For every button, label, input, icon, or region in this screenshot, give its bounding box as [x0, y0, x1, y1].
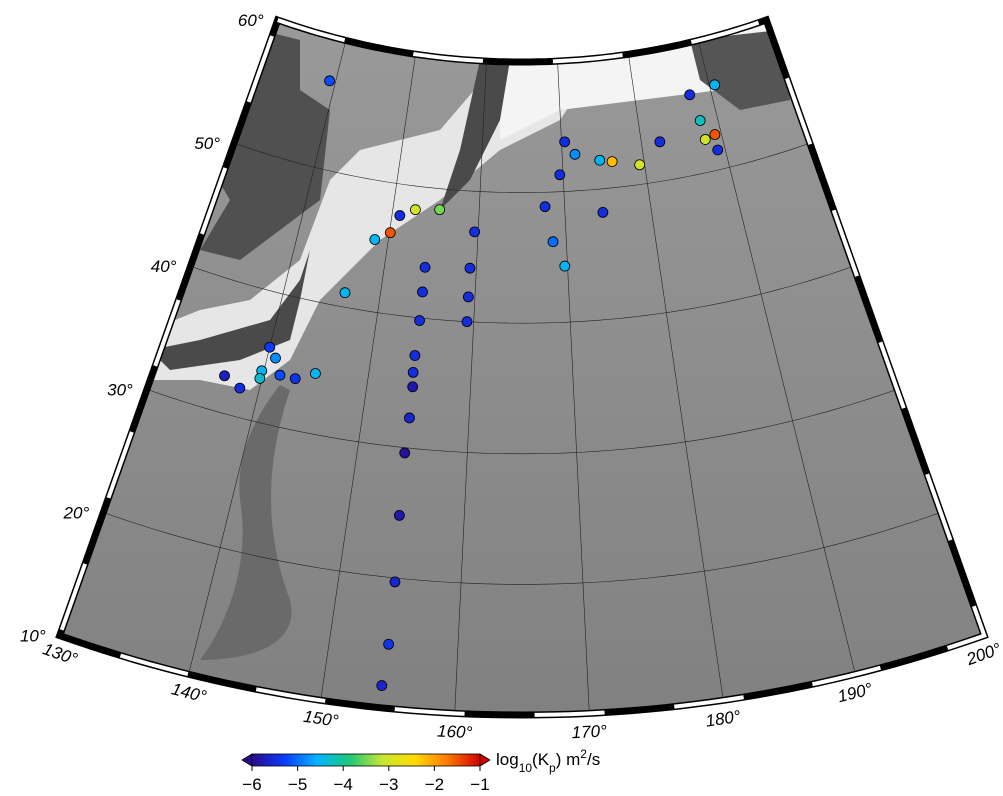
station — [462, 317, 472, 327]
station — [400, 448, 410, 458]
station — [325, 76, 335, 86]
colorbar-tick-label: −5 — [288, 775, 307, 794]
lon-label: 150° — [302, 707, 340, 731]
station — [710, 130, 720, 140]
station — [370, 235, 380, 245]
station — [395, 211, 405, 221]
station — [377, 681, 387, 691]
lat-label: 10° — [20, 627, 46, 646]
station — [404, 413, 414, 423]
label-part: /s — [587, 750, 600, 769]
station — [560, 261, 570, 271]
station — [540, 202, 550, 212]
station — [695, 116, 705, 126]
colorbar-ramp — [252, 754, 480, 766]
colorbar: −6 −5 −4 −3 −2 −1 log10(Kp) m2/s — [242, 747, 600, 794]
colorbar-extend-high — [480, 754, 490, 766]
colorbar-tick-label: −2 — [425, 775, 444, 794]
lat-label: 60° — [238, 11, 264, 30]
station — [635, 160, 645, 170]
station — [417, 287, 427, 297]
colorbar-tick-label: −6 — [242, 775, 261, 794]
lat-label: 40° — [151, 257, 177, 276]
station — [340, 288, 350, 298]
map-figure: 60°50°40°30°20°10°130°140°150°160°170°18… — [0, 0, 1003, 796]
colorbar-label: log10(Kp) m2/s — [496, 747, 600, 775]
station — [394, 510, 404, 520]
station — [255, 373, 265, 383]
station — [470, 227, 480, 237]
lon-label: 170° — [571, 722, 607, 743]
station — [220, 371, 230, 381]
station — [700, 134, 710, 144]
station — [595, 155, 605, 165]
station — [271, 353, 281, 363]
station — [548, 237, 558, 247]
station — [275, 370, 285, 380]
station — [710, 80, 720, 90]
lat-label: 20° — [63, 503, 90, 522]
station — [235, 383, 245, 393]
station — [463, 292, 473, 302]
station — [310, 368, 320, 378]
station — [435, 205, 445, 215]
station — [655, 137, 665, 147]
station — [390, 577, 400, 587]
label-part: log — [496, 750, 519, 769]
lon-label: 190° — [836, 679, 875, 706]
station — [570, 149, 580, 159]
colorbar-tick-label: −4 — [334, 775, 353, 794]
label-part: ) m — [556, 750, 581, 769]
lat-label: 50° — [194, 134, 220, 153]
station — [713, 145, 723, 155]
lon-label: 140° — [170, 679, 209, 706]
colorbar-extend-low — [242, 754, 252, 766]
station — [420, 262, 430, 272]
station — [408, 382, 418, 392]
station — [465, 263, 475, 273]
station — [408, 367, 418, 377]
station — [410, 350, 420, 360]
station — [415, 316, 425, 326]
station — [560, 137, 570, 147]
page: 60°50°40°30°20°10°130°140°150°160°170°18… — [0, 0, 1003, 796]
station — [265, 342, 275, 352]
colorbar-tick-label: −3 — [379, 775, 398, 794]
lat-label: 30° — [107, 380, 133, 399]
lon-label: 180° — [704, 707, 742, 731]
station — [290, 374, 300, 384]
label-part: (K — [532, 750, 550, 769]
station — [598, 207, 608, 217]
station — [555, 170, 565, 180]
lon-label: 160° — [437, 722, 473, 743]
station — [607, 157, 617, 167]
station — [384, 639, 394, 649]
colorbar-tick-label: −1 — [470, 775, 489, 794]
station — [385, 228, 395, 238]
label-part: 10 — [519, 761, 533, 775]
station — [685, 90, 695, 100]
station — [410, 205, 420, 215]
